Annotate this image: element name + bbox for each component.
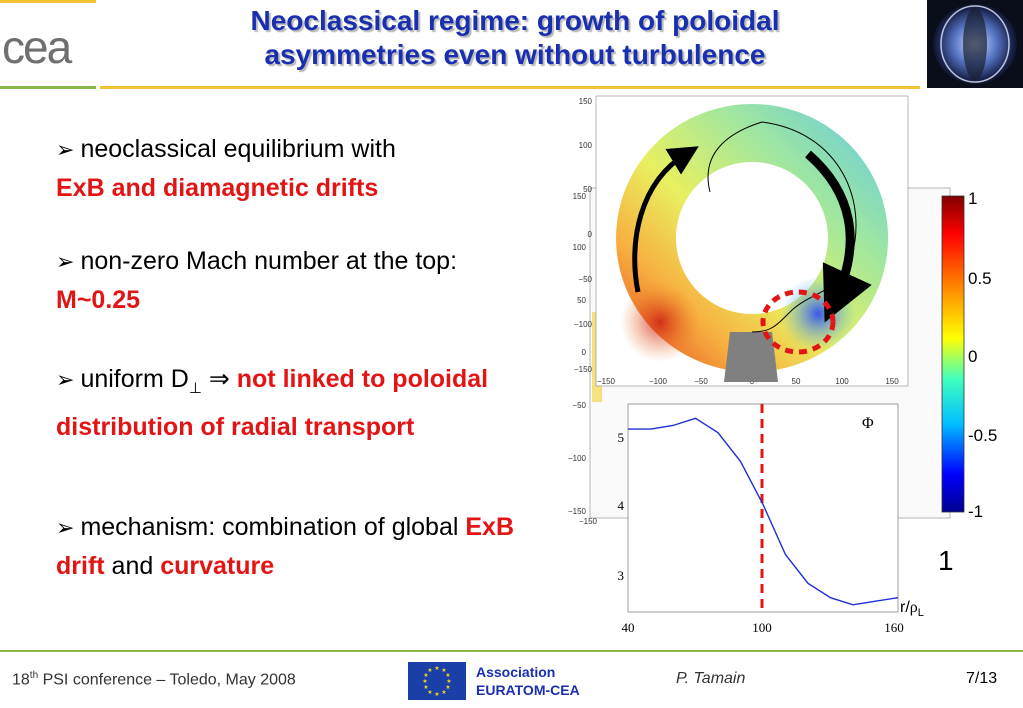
implies-symbol: ⇒ [208,365,230,393]
arrow-bullet-icon: ➢ [56,515,75,540]
svg-text:★: ★ [441,689,446,696]
bg-y-tick: −50 [572,401,586,410]
big-one-label: 1 [938,545,954,576]
conference-label: 18th PSI conference – Toledo, May 2008 [12,670,296,689]
profile-xlabel: r/ρL [900,599,924,619]
bullet-text: non-zero Mach number at the top: [80,247,458,275]
author-label: P. Tamain [676,670,746,687]
svg-text:★: ★ [427,689,432,696]
map-y-tick: 50 [583,185,592,194]
profile-x-tick: 40 [622,620,635,635]
phi-label: Φ [862,415,874,432]
tokamak-plasma-image [927,0,1023,88]
colorbar-label: 0.5 [968,269,992,288]
bullet-mach: ➢ non-zero Mach number at the top: M~0.25 [56,242,526,319]
map-x-tick: −50 [694,377,708,386]
bullet-highlight: not linked to poloidal distribution of r… [56,365,489,441]
map-x-tick: −150 [597,377,616,386]
conf-text: PSI conference – Toledo, May 2008 [38,671,296,689]
logo-underline [0,86,96,89]
colorbar-label: -0.5 [968,426,997,445]
bullet-diffusion: ➢ uniform D⊥ ⇒ not linked to poloidal dis… [56,360,526,446]
colorbar-label: -1 [968,502,983,521]
bullet-text: uniform D [80,365,189,393]
arrow-bullet-icon: ➢ [56,367,75,392]
profile-x-tick: 160 [884,620,904,635]
bullet-text: mechanism: combination of global [80,513,466,541]
profile-plot: Φ 5 4 3 40 100 160 r/ρL 1 [618,403,954,635]
header-accent-line [0,0,96,3]
footer-divider [0,650,1023,652]
assoc-line-1: Association [476,664,556,680]
map-x-tick: 50 [792,377,801,386]
svg-text:★: ★ [423,684,428,691]
colorbar-label: 0 [968,347,977,366]
conf-number: 18 [12,671,30,689]
asymmetry-highlight-circle [760,289,836,355]
eu-flag-icon: ★ ★★★ ★★★★ ★★★★ [408,662,466,700]
bg-y-tick: 100 [573,243,587,252]
conf-suffix: th [29,670,39,681]
bg-y-tick: 0 [582,348,587,357]
colorbar: 1 0.5 0 -0.5 -1 [941,189,997,521]
bullet-equilibrium: ➢ neoclassical equilibrium with ExB and d… [56,130,526,207]
arrow-bullet-icon: ➢ [56,137,75,162]
bg-y-tick: −150 [568,507,587,516]
profile-y-tick: 5 [618,430,625,445]
bg-x-tick: −150 [579,517,598,526]
colorbar-label: 1 [968,189,977,208]
bullet-text-mid: and [104,552,161,580]
page-number: 7/13 [966,670,998,687]
poloidal-map: 150 100 50 0 −50 −100 −150 −150 −100 −50… [574,95,909,387]
title-line-2: asymmetries even without turbulence [264,39,766,70]
profile-series [628,417,899,606]
svg-text:★: ★ [434,665,439,672]
exb-flow-arrow-icon [632,146,699,293]
bullet-highlight-curvature: curvature [160,552,275,580]
profile-y-tick: 3 [618,568,625,583]
map-x-tick: 150 [885,377,899,386]
assoc-line-2: EURATOM-CEA [476,682,580,698]
bullet-text: neoclassical equilibrium with [80,135,396,163]
figure-panel: 150 100 50 0 −50 −100 −150 −150 1 0.5 0 … [568,95,997,635]
map-y-tick: 150 [579,97,593,106]
xlabel-rho: ρ [910,599,918,616]
bullet-mechanism: ➢ mechanism: combination of global ExB dr… [56,508,526,585]
svg-text:★: ★ [422,678,427,685]
bullet-highlight: M~0.25 [56,286,141,314]
svg-text:★: ★ [446,678,451,685]
svg-text:★: ★ [445,672,450,679]
phi-profile-line [628,417,899,606]
arrow-bullet-icon: ➢ [56,249,75,274]
svg-text:★: ★ [423,672,428,679]
bg-y-tick: −100 [568,454,587,463]
svg-text:★: ★ [441,667,446,674]
xlabel-r: r/ [900,599,910,616]
title-underline [100,86,920,89]
xlabel-sub: L [918,607,924,619]
map-y-tick: −150 [574,365,593,374]
map-y-tick: 100 [579,141,593,150]
association-label: Association EURATOM-CEA [476,663,580,699]
profile-axis-ticks: 5 4 3 40 100 160 [618,430,904,635]
cea-logo: cea [2,21,72,73]
profile-x-tick: 100 [752,620,772,635]
svg-text:★: ★ [434,691,439,698]
svg-text:★: ★ [445,684,450,691]
svg-text:★: ★ [427,667,432,674]
bg-y-tick: 150 [573,192,587,201]
map-y-tick: −50 [578,275,592,284]
map-x-tick: −100 [649,377,668,386]
slide-title: Neoclassical regime: growth of poloidal … [130,4,900,72]
map-y-tick: 0 [588,230,593,239]
bg-y-tick: 50 [577,296,586,305]
bullet-highlight: ExB and diamagnetic drifts [56,174,379,202]
curvature-flow-arrow-icon [805,150,872,323]
map-x-tick: 100 [835,377,849,386]
map-y-tick: −100 [574,320,593,329]
profile-y-tick: 4 [618,498,625,513]
perp-symbol: ⊥ [188,380,202,397]
title-line-1: Neoclassical regime: growth of poloidal [250,5,780,36]
bullet-highlight-exb: ExB drift [56,513,515,580]
